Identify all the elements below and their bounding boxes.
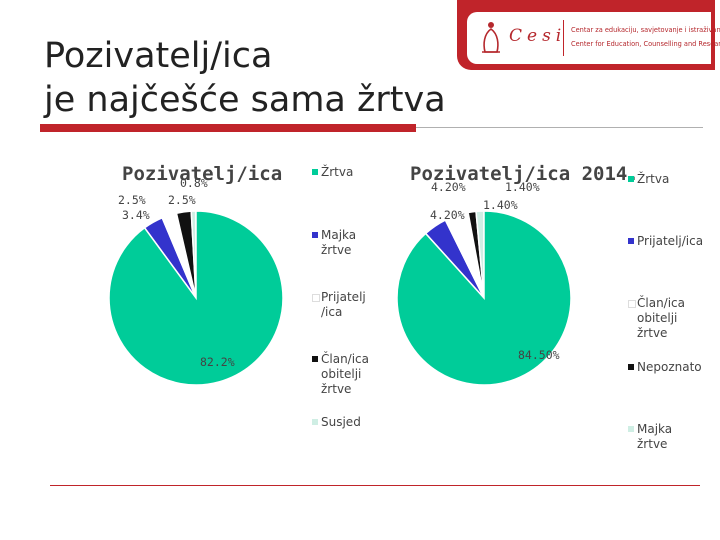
footer-rule xyxy=(50,485,700,486)
title-underline-gray xyxy=(416,127,703,128)
cesi-figure-icon xyxy=(482,22,500,53)
pie-2-data-label-3: 4.20% xyxy=(431,180,466,194)
logo-tagline-hr: Centar za edukaciju, savjetovanje i istr… xyxy=(571,26,720,34)
pie-1-title: Pozivatelj/ica xyxy=(122,163,283,185)
logo-banner: Cesi Centar za edukaciju, savjetovanje i… xyxy=(457,0,720,70)
pie-1-legend-label-1: Žrtva xyxy=(321,165,354,179)
slide-title: Pozivatelj/ica je najčešće sama žrtva xyxy=(44,34,446,122)
pie-2-legend-label-2: Prijatelj/ica xyxy=(637,234,704,248)
pie-2-legend-label-3: Član/ica obitelji žrtve xyxy=(637,296,685,340)
pie-2-legend-swatch-2 xyxy=(628,238,634,244)
logo-tagline-en: Center for Education, Counselling and Re… xyxy=(571,40,720,48)
pie-1-legend-swatch-3 xyxy=(312,294,320,302)
pie-2-legend-swatch-1 xyxy=(628,176,634,182)
pie-1-data-label-1: 82.2% xyxy=(200,355,235,369)
pie-2-legend-swatch-3 xyxy=(628,300,636,308)
pie-2-legend-label-4: Nepoznato xyxy=(637,360,702,374)
title-line-2: je najčešće sama žrtva xyxy=(44,80,446,120)
title-underline-red xyxy=(40,124,416,132)
pie-2-data-label-4: 1.40% xyxy=(483,198,518,212)
pie-1-legend-label-5: Susjed xyxy=(321,415,361,429)
pie-1-data-label-5: 0.8% xyxy=(180,176,208,190)
pie-1-data-label-4: 2.5% xyxy=(168,193,196,207)
pie-1-slice-1 xyxy=(108,210,284,386)
pie-2-legend-label-5: Majka žrtve xyxy=(637,422,673,451)
logo-word: Cesi xyxy=(509,26,567,46)
pie-1-legend-label-3: Prijatelj /ica xyxy=(321,290,366,319)
pie-1-legend-swatch-1 xyxy=(312,169,318,175)
pie-1-legend-label-2: Majka žrtve xyxy=(321,228,357,257)
pie-2-data-label-2: 4.20% xyxy=(430,208,465,222)
pie-1-data-label-2: 3.4% xyxy=(122,208,150,222)
pie-2-legend-swatch-4 xyxy=(628,364,634,370)
title-line-1: Pozivatelj/ica xyxy=(44,36,273,76)
pie-1-legend-swatch-5 xyxy=(312,419,318,425)
logo-divider xyxy=(563,20,564,56)
pie-2-data-label-1: 84.50% xyxy=(518,348,560,362)
pie-2-legend-label-1: Žrtva xyxy=(637,172,670,186)
pie-2-title: Pozivatelj/ica 2014. xyxy=(410,163,639,185)
logo-panel: Cesi Centar za edukaciju, savjetovanje i… xyxy=(467,12,720,64)
pie-1-legend-swatch-4 xyxy=(312,356,318,362)
pie-1-legend-label-4: Član/ica obitelji žrtve xyxy=(321,352,369,396)
pie-2-legend-swatch-5 xyxy=(628,426,634,432)
pie-2-slice-1 xyxy=(396,210,572,386)
pie-2-data-label-5: 1.40% xyxy=(505,180,540,194)
pie-1-data-label-3: 2.5% xyxy=(118,193,146,207)
pie-1-legend-swatch-2 xyxy=(312,232,318,238)
